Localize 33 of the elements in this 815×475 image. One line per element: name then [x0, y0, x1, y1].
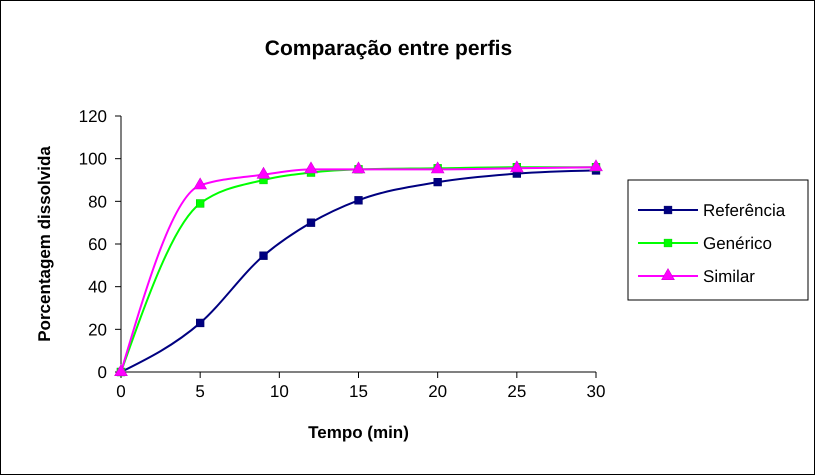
- y-tick-label: 60: [88, 235, 107, 254]
- point: [196, 318, 204, 328]
- x-tick-label: 10: [270, 382, 289, 401]
- legend-label: Similar: [703, 267, 756, 286]
- point: [354, 196, 363, 204]
- y-tick-label: 100: [78, 150, 107, 169]
- legend-label: Genérico: [703, 234, 772, 253]
- point: [433, 178, 442, 186]
- x-tick-label: 20: [428, 382, 448, 401]
- chart-title: Comparação entre perfis: [264, 37, 512, 60]
- point: [194, 178, 207, 190]
- x-tick-label: 25: [507, 382, 526, 401]
- x-tick-label: 5: [195, 382, 205, 401]
- y-axis-title: Porcentagem dissolvida: [35, 146, 54, 342]
- y-tick-label: 80: [88, 192, 107, 212]
- legend-label: Referência: [703, 201, 786, 220]
- x-tick-label: 0: [116, 382, 126, 401]
- y-tick-label: 0: [98, 363, 107, 382]
- x-tick-label: 30: [586, 382, 606, 401]
- point: [196, 199, 204, 208]
- y-tick-label: 120: [78, 107, 107, 126]
- point: [352, 162, 366, 174]
- point: [256, 167, 270, 179]
- x-axis-title: Tempo (min): [308, 423, 409, 442]
- point: [304, 162, 318, 174]
- x-tick-label: 15: [349, 382, 368, 401]
- point: [431, 162, 444, 174]
- y-tick-label: 40: [88, 278, 107, 297]
- y-tick-label: 20: [88, 320, 107, 340]
- point: [259, 252, 268, 260]
- point: [510, 160, 524, 172]
- point: [306, 218, 316, 227]
- point: [589, 160, 603, 172]
